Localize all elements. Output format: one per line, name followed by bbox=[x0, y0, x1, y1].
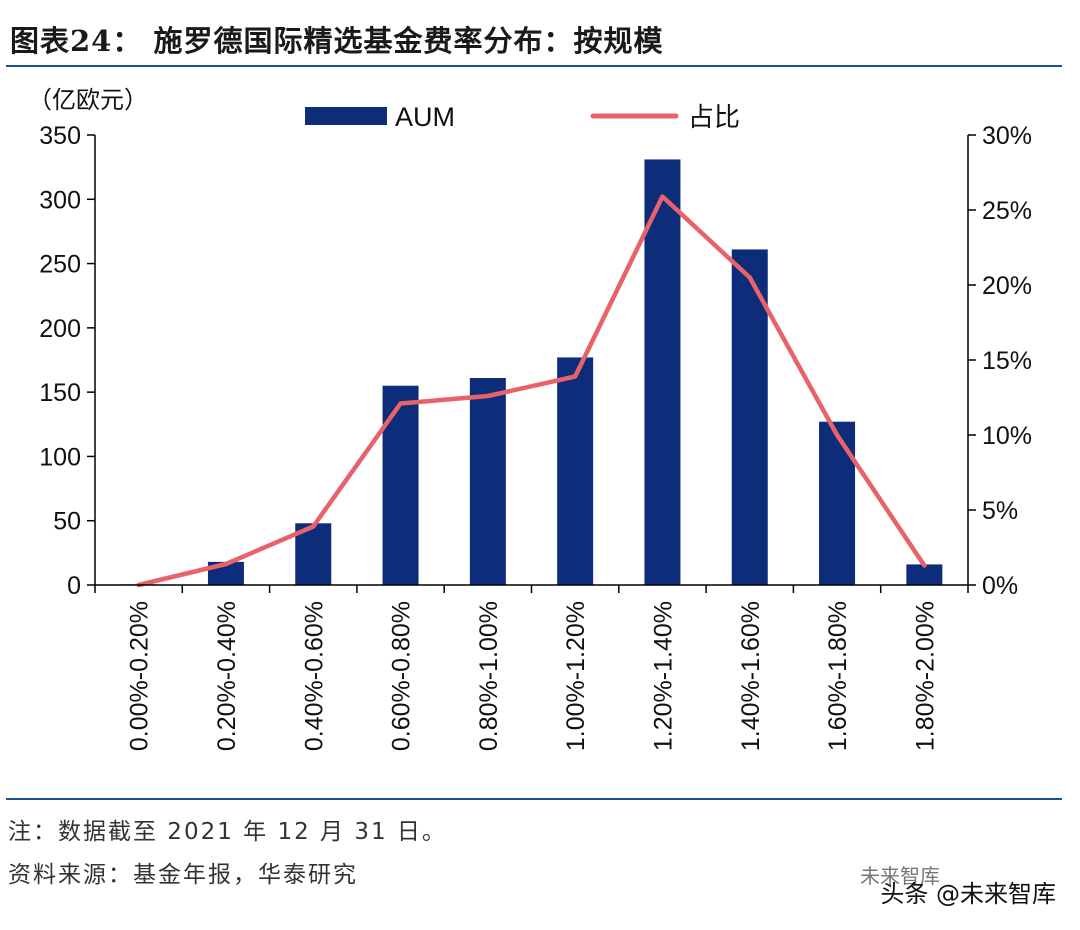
x-tick-label: 1.80%-2.00% bbox=[911, 601, 939, 751]
right-tick-label: 15% bbox=[982, 347, 1032, 375]
watermark-logo: 未来智库 bbox=[860, 864, 940, 888]
title-rule bbox=[6, 65, 1062, 67]
right-tick-label: 5% bbox=[982, 497, 1018, 525]
line-share bbox=[136, 194, 927, 588]
x-tick-label: 0.40%-0.60% bbox=[300, 601, 328, 751]
right-tick-label: 30% bbox=[982, 122, 1032, 150]
bar-aum bbox=[906, 564, 943, 585]
left-tick-label: 50 bbox=[53, 508, 81, 536]
x-tick-label: 1.20%-1.40% bbox=[649, 601, 677, 751]
left-tick-label: 300 bbox=[39, 186, 81, 214]
legend-label-share: 占比 bbox=[688, 103, 740, 133]
x-tick-label: 1.40%-1.60% bbox=[737, 601, 765, 751]
watermark: 头条 @未来智库 bbox=[880, 880, 1056, 908]
legend-label-aum: AUM bbox=[395, 102, 455, 132]
chart-area: 0 50 100 150 200 250 300 350 0% 5% 10% 15% 20% 25% 30%… bbox=[28, 86, 1032, 751]
x-tick-label: 0.60%-0.80% bbox=[388, 601, 416, 751]
right-tick-label: 0% bbox=[982, 572, 1018, 600]
left-axis-unit: （亿欧元） bbox=[28, 86, 148, 114]
x-tick-label: 1.00%-1.20% bbox=[562, 601, 590, 751]
x-tick-label: 0.00%-0.20% bbox=[126, 601, 154, 751]
right-tick-label: 25% bbox=[982, 197, 1032, 225]
left-tick-label: 0 bbox=[67, 572, 81, 600]
date-note: 注：数据截至 2021 年 12 月 31 日。 bbox=[8, 819, 447, 845]
x-tick-label: 1.60%-1.80% bbox=[824, 601, 852, 751]
x-tick-label: 0.20%-0.40% bbox=[213, 601, 241, 751]
right-tick-label: 20% bbox=[982, 272, 1032, 300]
left-tick-label: 100 bbox=[39, 443, 81, 471]
bar-aum bbox=[819, 421, 856, 585]
chart-title: 图表24： 施罗德国际精选基金费率分布：按规模 bbox=[10, 24, 664, 58]
bar-aum bbox=[469, 378, 506, 585]
left-tick-label: 250 bbox=[39, 251, 81, 279]
legend-swatch-aum bbox=[305, 107, 387, 125]
footer-rule bbox=[6, 798, 1062, 800]
bar-aum bbox=[644, 159, 681, 585]
left-tick-label: 150 bbox=[39, 379, 81, 407]
left-tick-label: 200 bbox=[39, 315, 81, 343]
source-note: 资料来源：基金年报，华泰研究 bbox=[8, 862, 358, 888]
x-tick-label: 0.80%-1.00% bbox=[475, 601, 503, 751]
right-tick-label: 10% bbox=[982, 422, 1032, 450]
left-tick-label: 350 bbox=[39, 122, 81, 150]
bar-aum bbox=[557, 357, 594, 585]
bar-aum bbox=[731, 249, 768, 585]
bar-aum bbox=[382, 385, 419, 585]
